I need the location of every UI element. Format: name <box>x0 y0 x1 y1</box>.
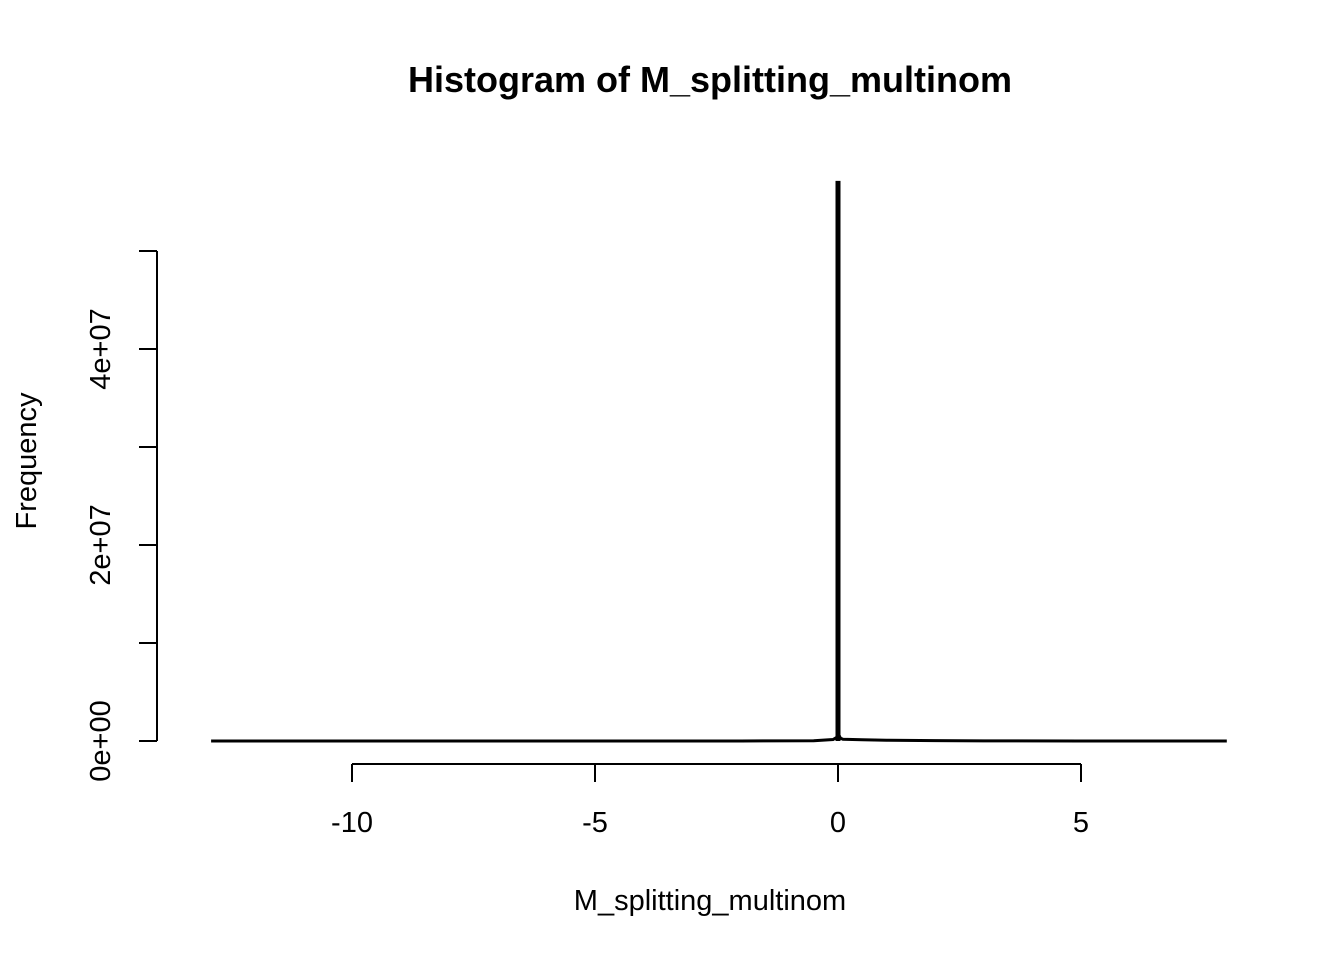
chart-title: Histogram of M_splitting_multinom <box>408 59 1012 100</box>
x-tick-label: -10 <box>331 807 373 839</box>
x-tick-label: 0 <box>830 807 846 839</box>
y-tick-label: 0e+00 <box>85 700 117 781</box>
x-axis-ticks: -10 -5 0 5 <box>331 764 1089 839</box>
histogram-bars <box>211 180 1227 743</box>
y-tick-label: 4e+07 <box>85 308 117 389</box>
y-axis-label: Frequency <box>11 392 43 530</box>
x-axis-label: M_splitting_multinom <box>574 885 846 917</box>
x-tick-label: -5 <box>582 807 608 839</box>
x-tick-label: 5 <box>1073 807 1089 839</box>
y-axis-ticks: 0e+00 2e+07 4e+07 <box>85 250 157 782</box>
y-tick-label: 2e+07 <box>85 504 117 585</box>
